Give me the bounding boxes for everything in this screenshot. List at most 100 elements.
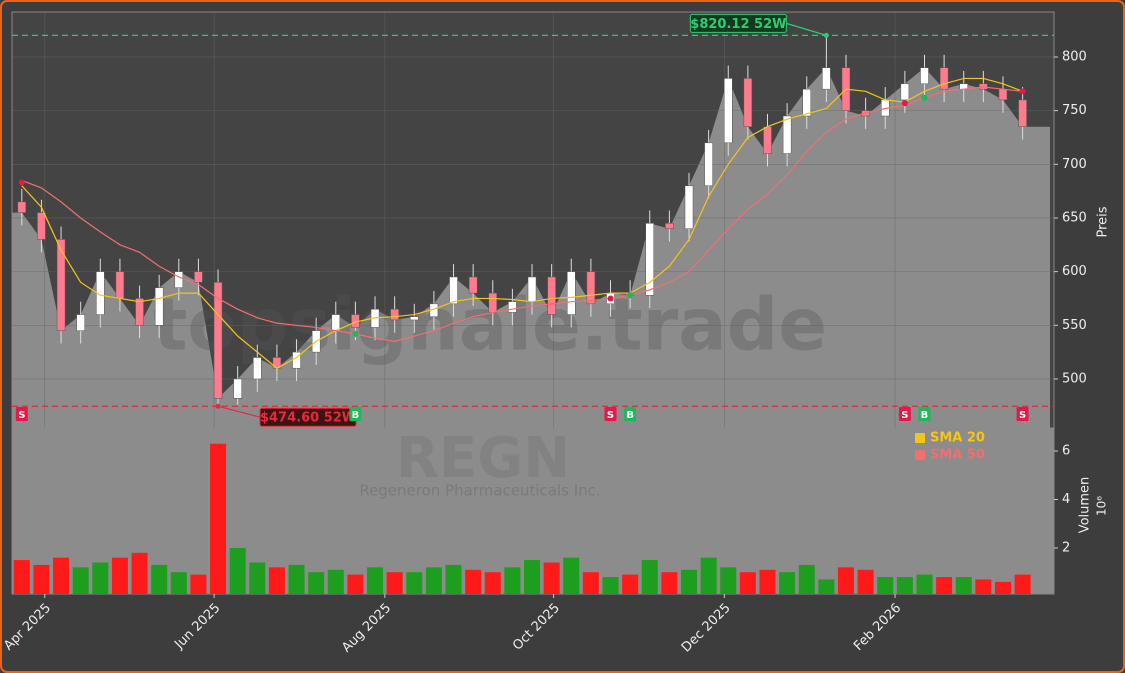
annotation-arrow (217, 405, 261, 418)
volume-bar (53, 557, 70, 594)
volume-bar (641, 560, 658, 594)
volume-bar (131, 552, 148, 594)
candle-body (704, 142, 713, 187)
volume-bar (681, 569, 698, 594)
y-axis-label: Preis (1096, 206, 1111, 237)
signal-label: S (1019, 410, 1026, 421)
volume-bar (955, 577, 972, 594)
y-tick-label: 800 (1062, 49, 1087, 64)
volume-bar (92, 562, 109, 594)
volume-bar (975, 579, 992, 594)
y-tick-label: 600 (1062, 264, 1087, 279)
signal-badge (349, 407, 362, 421)
signal-badge (1016, 407, 1029, 421)
volume-bar (249, 562, 266, 594)
annotation-point (823, 32, 829, 38)
candle-body (743, 78, 753, 127)
candle-body (17, 201, 27, 213)
volume-bar (720, 567, 737, 594)
volume-bar (170, 572, 187, 594)
candle-body (665, 223, 674, 229)
volume-bar (798, 564, 815, 594)
candle-body (213, 282, 223, 399)
candle-body (115, 271, 125, 299)
candle-body (684, 185, 694, 229)
candle-body (802, 88, 811, 117)
y-tick-label: 700 (1062, 157, 1087, 172)
candle-body (154, 287, 164, 326)
volume-bar (386, 572, 403, 594)
volume-bar (347, 574, 364, 594)
candle-body (920, 67, 929, 85)
volume-bar (229, 547, 246, 594)
signal-label: S (901, 410, 908, 421)
price-area (12, 67, 1050, 428)
volume-bar (779, 572, 796, 594)
signal-dot (1019, 88, 1026, 95)
offset-label: 10⁶ (1095, 496, 1109, 516)
volume-bar (857, 569, 874, 594)
y-tick-label: 6 (1062, 444, 1070, 459)
candle-body (37, 212, 46, 240)
volume-bar (936, 577, 953, 594)
volume-bar (190, 574, 207, 594)
volume-bar (837, 567, 854, 594)
volume-bar (582, 572, 599, 594)
volume-bar (308, 572, 325, 594)
volume-bar (543, 562, 560, 594)
legend-swatch (915, 433, 925, 443)
volume-bar (367, 567, 384, 594)
company-watermark: Regeneron Pharmaceuticals Inc. (359, 482, 600, 500)
signal-badge (898, 407, 911, 421)
candle-body (508, 301, 517, 313)
signal-label: S (18, 410, 25, 421)
signal-badge (918, 407, 931, 421)
volume-bar (268, 567, 285, 594)
volume-bar (210, 443, 227, 594)
volume-bar (111, 557, 128, 594)
annotation-box (689, 13, 787, 33)
y-tick-label: 2 (1062, 540, 1070, 555)
volume-bar (602, 577, 619, 594)
volume-bar (622, 574, 639, 594)
signal-dot (921, 94, 928, 101)
signal-badge (624, 407, 637, 421)
signal-dot (627, 292, 634, 299)
signal-dot (607, 295, 614, 302)
annotation-arrow (786, 22, 827, 36)
candle-body (488, 292, 498, 313)
ticker-watermark: REGN (396, 426, 570, 491)
volume-bar (288, 564, 305, 594)
legend-label: SMA 20 (930, 431, 985, 446)
volume-bar (759, 569, 776, 594)
y-tick-label: 4 (1062, 492, 1070, 507)
volume-bar (33, 564, 50, 594)
volume-bar (13, 560, 30, 594)
volume-bar (994, 581, 1011, 594)
sma-line (21, 86, 1023, 343)
candle-body (567, 271, 576, 315)
candle-body (939, 67, 949, 90)
signal-label: B (921, 410, 929, 421)
candle-body (998, 88, 1008, 101)
candle-body (449, 276, 458, 305)
legend-label: SMA 50 (930, 448, 985, 463)
signal-label: B (352, 410, 360, 421)
candle-body (822, 67, 831, 90)
volume-bar (406, 572, 423, 594)
volume-bar (151, 564, 168, 594)
candle-body (468, 276, 478, 294)
candle-body (645, 223, 655, 296)
volume-bar (524, 560, 541, 594)
signal-dot (352, 330, 359, 337)
volume-bar (739, 572, 756, 594)
y-axis-label: Volumen (1078, 477, 1093, 534)
annotation-label: $474.60 52W (260, 411, 356, 426)
signal-badge (15, 407, 28, 421)
candle-body (135, 298, 144, 326)
candle-body (782, 115, 792, 154)
volume-bar (72, 567, 89, 594)
annotation-point (215, 403, 221, 409)
candle-body (763, 126, 772, 154)
